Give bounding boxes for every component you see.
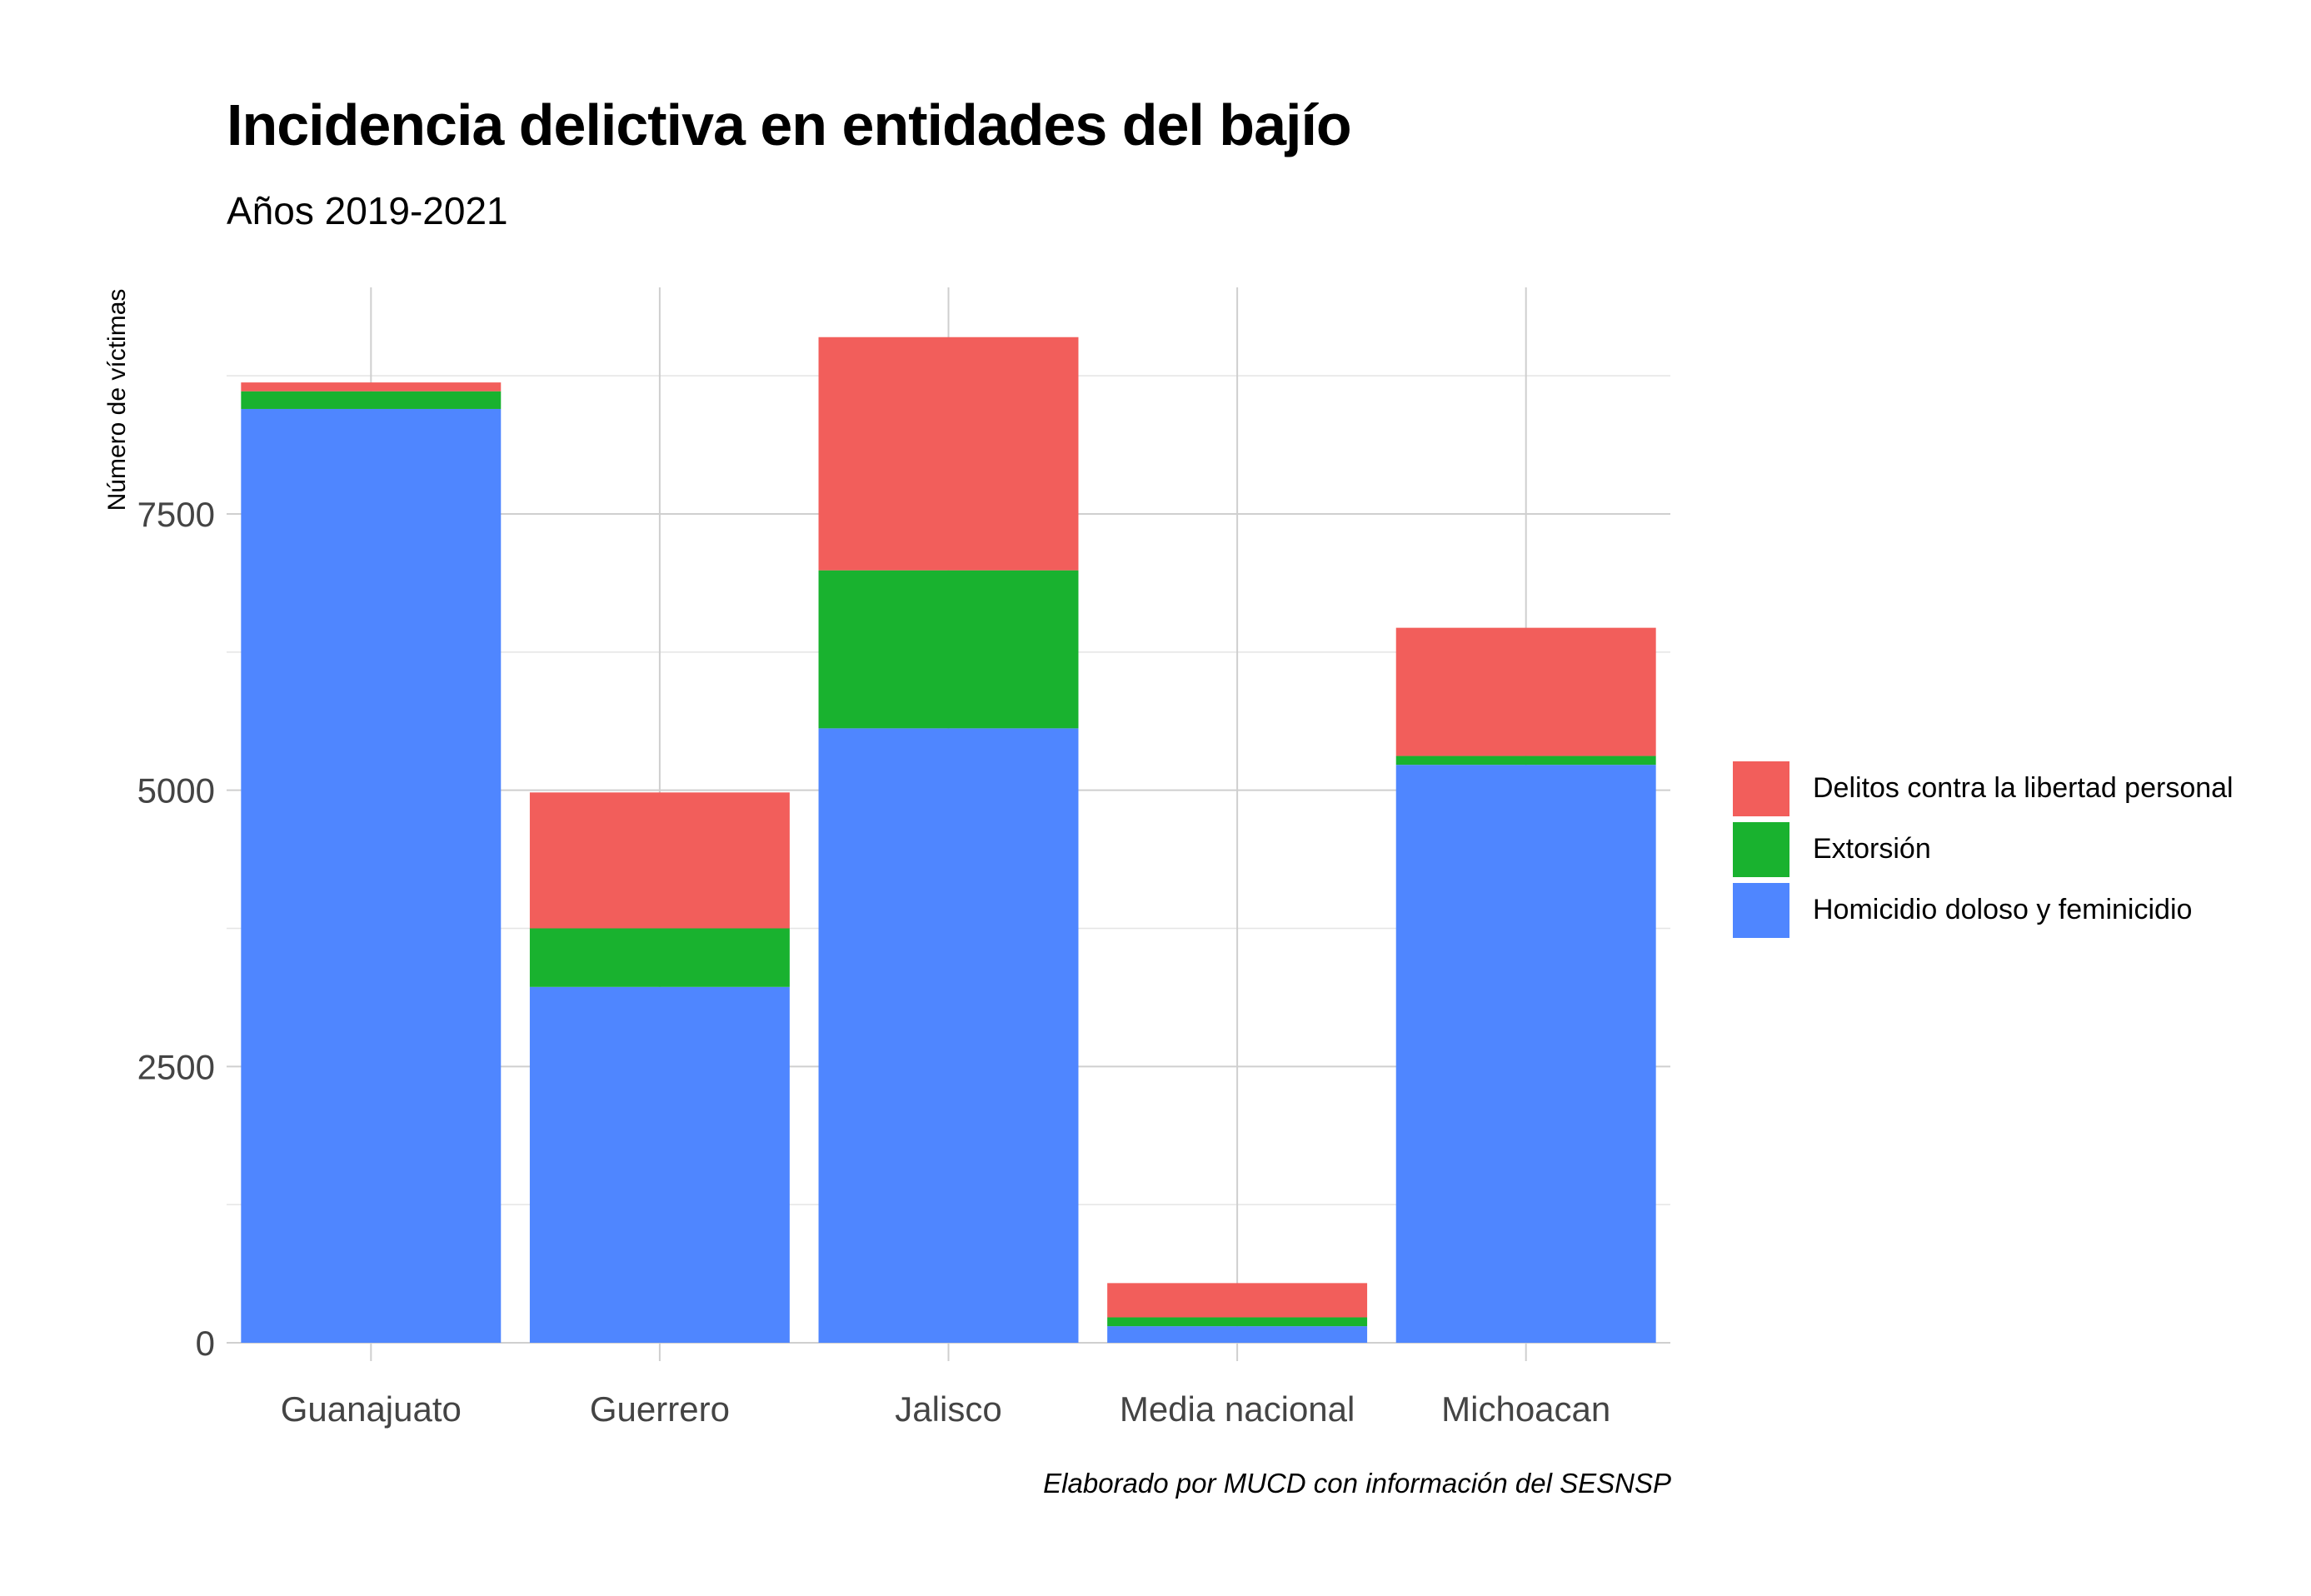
x-tick-label: Guerrero	[590, 1389, 730, 1429]
bar-segment	[818, 337, 1079, 571]
bars	[241, 337, 1656, 1343]
legend-key	[1733, 882, 1789, 938]
y-tick-label: 2500	[137, 1047, 215, 1086]
chart-title: Incidencia delictiva en entidades del ba…	[227, 92, 1352, 157]
x-tick-label: Michoacan	[1441, 1389, 1610, 1429]
bar-segment	[818, 570, 1079, 729]
bar-segment	[1107, 1317, 1368, 1327]
bar-segment	[241, 391, 502, 409]
bar-segment	[529, 792, 790, 929]
bar-segment	[529, 986, 790, 1343]
legend-label: Extorsión	[1813, 833, 1931, 865]
bar-segment	[241, 408, 502, 1343]
legend-label: Homicidio doloso y feminicidio	[1813, 894, 2193, 925]
legend-item: Delitos contra la libertad personal	[1733, 758, 2234, 819]
legend-item: Homicidio doloso y feminicidio	[1733, 880, 2234, 940]
bar-segment	[241, 382, 502, 392]
legend-item: Extorsión	[1733, 819, 2234, 880]
bar-segment	[1395, 627, 1656, 756]
bar-segment	[1107, 1283, 1368, 1318]
bar-segment	[1395, 765, 1656, 1343]
legend: Delitos contra la libertad personal Extor…	[1733, 758, 2234, 940]
bar-segment	[1107, 1326, 1368, 1343]
bar-segment	[1395, 756, 1656, 766]
y-tick-label: 5000	[137, 771, 215, 810]
legend-label: Delitos contra la libertad personal	[1813, 772, 2234, 804]
x-tick-label: Jalisco	[895, 1389, 1001, 1429]
y-axis-label: Número de víctimas	[103, 289, 131, 511]
axes: 0 2500 5000 7500 Guanajuato Guerrero Jalisco Me…	[103, 289, 1610, 1429]
x-tick-label: Guanajuato	[281, 1389, 462, 1429]
legend-key	[1733, 761, 1789, 816]
bar-segment	[529, 928, 790, 987]
y-tick-label: 0	[196, 1324, 215, 1363]
bar-segment	[818, 728, 1079, 1343]
y-tick-label: 7500	[137, 495, 215, 534]
chart-caption: Elaborado por MUCD con información del S…	[1043, 1468, 1671, 1499]
legend-key	[1733, 821, 1789, 877]
x-tick-label: Media nacional	[1120, 1389, 1355, 1429]
chart-subtitle: Años 2019-2021	[227, 189, 508, 232]
